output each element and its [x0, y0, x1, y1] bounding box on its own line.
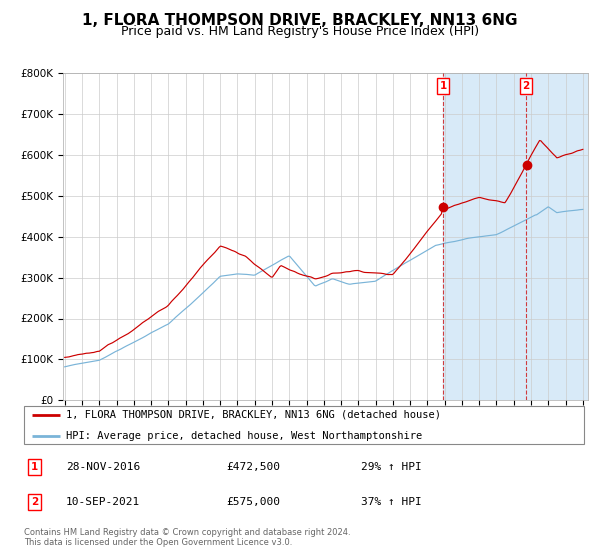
- Text: Contains HM Land Registry data © Crown copyright and database right 2024.
This d: Contains HM Land Registry data © Crown c…: [24, 528, 350, 548]
- Text: 2: 2: [31, 497, 38, 507]
- Text: Price paid vs. HM Land Registry's House Price Index (HPI): Price paid vs. HM Land Registry's House …: [121, 25, 479, 38]
- Text: 1: 1: [31, 462, 38, 472]
- Text: 1, FLORA THOMPSON DRIVE, BRACKLEY, NN13 6NG: 1, FLORA THOMPSON DRIVE, BRACKLEY, NN13 …: [82, 13, 518, 28]
- Text: HPI: Average price, detached house, West Northamptonshire: HPI: Average price, detached house, West…: [66, 431, 422, 441]
- Text: 29% ↑ HPI: 29% ↑ HPI: [361, 462, 421, 472]
- Text: 1, FLORA THOMPSON DRIVE, BRACKLEY, NN13 6NG (detached house): 1, FLORA THOMPSON DRIVE, BRACKLEY, NN13 …: [66, 409, 441, 419]
- Bar: [443, 73, 592, 400]
- Text: 37% ↑ HPI: 37% ↑ HPI: [361, 497, 421, 507]
- Text: 28-NOV-2016: 28-NOV-2016: [66, 462, 140, 472]
- FancyBboxPatch shape: [24, 405, 584, 445]
- Text: 2: 2: [523, 81, 530, 91]
- Text: £472,500: £472,500: [226, 462, 280, 472]
- Text: £575,000: £575,000: [226, 497, 280, 507]
- Text: 10-SEP-2021: 10-SEP-2021: [66, 497, 140, 507]
- Text: 1: 1: [440, 81, 447, 91]
